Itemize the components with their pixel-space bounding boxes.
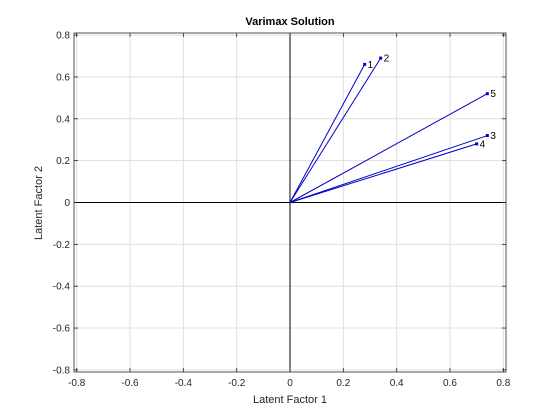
point-label-5: 5 — [490, 89, 496, 100]
loading-point-4 — [475, 142, 479, 146]
x-tick-label: -0.8 — [68, 378, 86, 389]
loading-point-1 — [363, 62, 367, 66]
loading-vector-5 — [289, 93, 488, 203]
loading-point-2 — [379, 56, 383, 60]
x-tick-label: 0.8 — [496, 378, 510, 389]
y-tick-label: 0 — [64, 198, 70, 209]
loading-point-3 — [485, 134, 489, 138]
y-tick-label: 0.2 — [56, 156, 70, 167]
point-label-1: 1 — [368, 60, 374, 71]
chart-title: Varimax Solution — [245, 16, 335, 28]
x-tick-label: 0 — [287, 378, 293, 389]
y-tick-label: 0.6 — [56, 72, 70, 83]
tick-layer: -0.8 -0.6 -0.4 -0.2 0 0.2 0.4 0.6 0.8 -0.8 -0.6 -0.… — [53, 31, 511, 389]
x-tick-label: -0.6 — [121, 378, 139, 389]
y-tick-label: -0.4 — [53, 282, 71, 293]
vector-layer: 12 34 5 — [289, 54, 496, 203]
x-axis-title: Latent Factor 1 — [253, 394, 327, 406]
x-tick-label: 0.6 — [443, 378, 457, 389]
loading-vector-1 — [289, 64, 366, 203]
x-tick-label: 0.4 — [390, 378, 404, 389]
x-tick-label: -0.2 — [228, 378, 246, 389]
y-tick-label: 0.8 — [56, 31, 70, 42]
x-tick-label: 0.2 — [336, 378, 350, 389]
loading-vector-3 — [289, 135, 488, 203]
point-label-4: 4 — [480, 139, 486, 150]
loading-vector-2 — [289, 57, 382, 203]
y-tick-label: 0.4 — [56, 114, 70, 125]
y-tick-label: -0.6 — [53, 324, 71, 335]
y-tick-label: -0.2 — [53, 240, 71, 251]
loading-vector-4 — [289, 143, 477, 203]
y-tick-label: -0.8 — [53, 365, 71, 376]
point-label-2: 2 — [384, 54, 390, 65]
x-tick-label: -0.4 — [175, 378, 193, 389]
point-label-3: 3 — [490, 131, 496, 142]
loading-point-5 — [485, 92, 489, 96]
y-axis-title: Latent Factor 2 — [33, 166, 45, 240]
